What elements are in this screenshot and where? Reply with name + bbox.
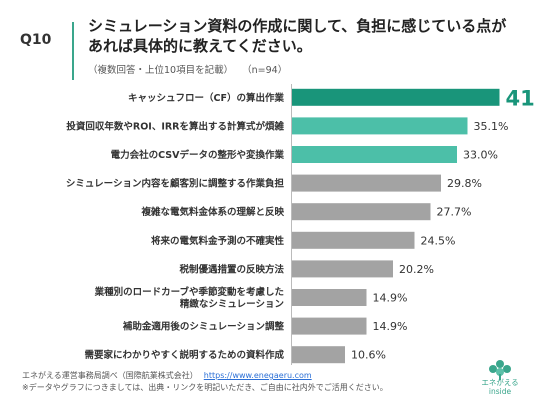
- value-label-1: 41.5%: [506, 86, 536, 110]
- bar-chart: キャッシュフロー（CF）の算出作業 41.5% 投資回収年数やROI、IRRを算出す…: [66, 84, 536, 365]
- tree-icon: [489, 360, 511, 380]
- category-label-9: 補助金適用後のシミュレーション調整: [122, 321, 285, 333]
- answer-note: （複数回答・上位10項目を記載）: [88, 65, 234, 76]
- logo-line-2: inside: [488, 387, 512, 396]
- question-number: Q10: [20, 32, 52, 48]
- value-label-5: 27.7%: [437, 206, 472, 219]
- bar-2: [292, 117, 468, 135]
- bar-4: [292, 174, 441, 192]
- value-label-9: 14.9%: [373, 320, 408, 333]
- value-label-8: 14.9%: [373, 292, 408, 305]
- category-label-10: 需要家にわかりやすく説明するための資料作成: [84, 349, 284, 361]
- value-label-6: 24.5%: [421, 234, 456, 247]
- bar-8: [292, 289, 367, 306]
- logo-wordmark: エネがえる inside: [468, 378, 532, 396]
- question-title-line-2: あれば具体的に教えてください。: [88, 37, 312, 55]
- question-divider: [72, 22, 74, 80]
- value-label-2: 35.1%: [474, 120, 509, 133]
- value-label-7: 20.2%: [399, 263, 434, 276]
- category-label-3: 電力会社のCSVデータの整形や変換作業: [111, 149, 285, 161]
- bar-7: [292, 260, 393, 278]
- bar-1: [292, 88, 500, 106]
- category-label-4: シミュレーション内容を顧客別に調整する作業負担: [66, 178, 285, 190]
- source-text: エネがえる運営事務局調べ（国際航業株式会社）: [22, 371, 198, 380]
- bar-9: [292, 317, 367, 335]
- value-label-3: 33.0%: [463, 149, 498, 162]
- category-label-5: 複雑な電気料金体系の理解と反映: [140, 206, 284, 218]
- bar-6: [292, 231, 415, 249]
- bar-3: [292, 146, 457, 163]
- question-subtitle: （複数回答・上位10項目を記載） （n=94）: [88, 62, 293, 76]
- category-label-2: 投資回収年数やROI、IRRを算出する計算式が煩雑: [66, 120, 284, 132]
- source-link[interactable]: https://www.enegaeru.com: [203, 371, 312, 380]
- question-title: シミュレーション資料の作成に関して、負担に感じている点が あれば具体的に教えてく…: [88, 16, 518, 56]
- category-label-8: 業種別のロードカーブや季節変動を考慮した精緻なシミュレーション: [94, 286, 284, 310]
- usage-note: ※データやグラフにつきましては、出典・リンクを明記いただき、ご自由に社内外でご活…: [22, 383, 388, 392]
- value-label-4: 29.8%: [447, 177, 482, 190]
- category-label-1: キャッシュフロー（CF）の算出作業: [128, 92, 284, 104]
- bar-10: [292, 346, 345, 364]
- question-title-line-1: シミュレーション資料の作成に関して、負担に感じている点が: [88, 17, 507, 35]
- value-label-10: 10.6%: [351, 349, 386, 362]
- bar-5: [292, 203, 431, 221]
- category-label-7: 税制優遇措置の反映方法: [179, 263, 284, 275]
- logo-line-1: エネがえる: [481, 378, 519, 387]
- category-label-6: 将来の電気料金予測の不確実性: [151, 235, 285, 247]
- source-line: エネがえる運営事務局調べ（国際航業株式会社） https://www.enegae…: [22, 370, 312, 381]
- sample-size: （n=94）: [242, 65, 288, 76]
